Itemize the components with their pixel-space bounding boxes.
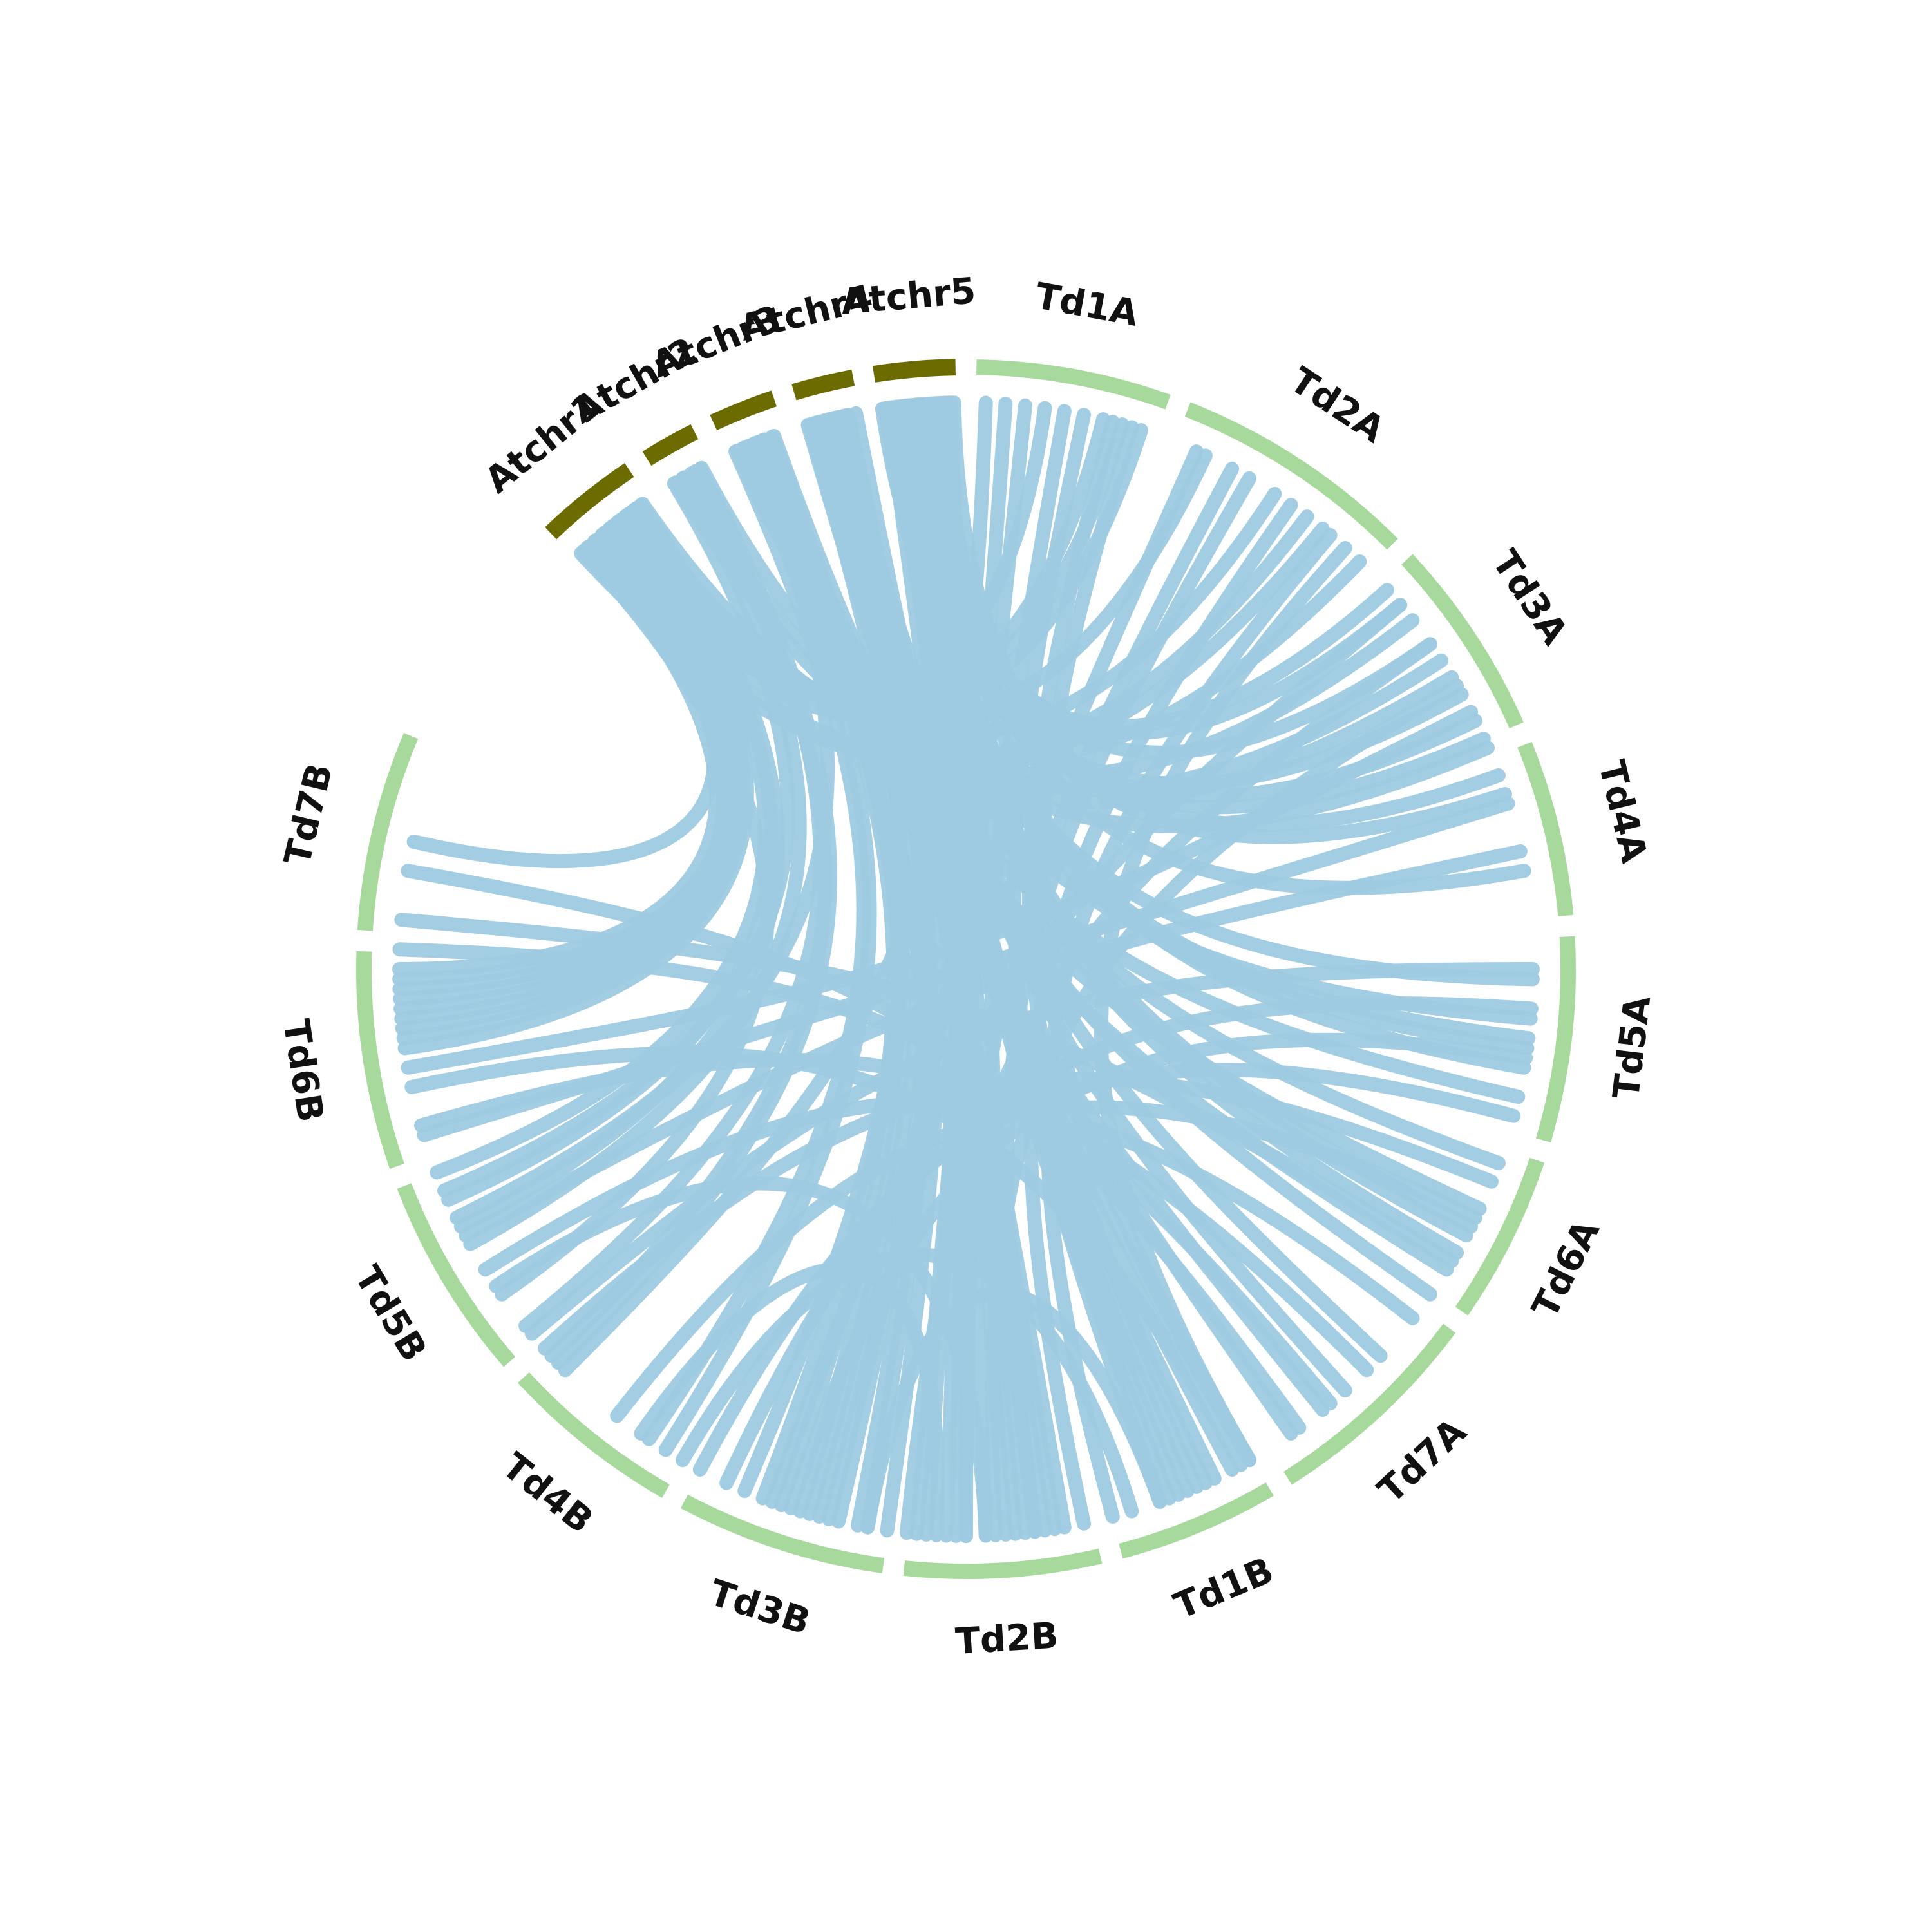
link-ribbon	[524, 962, 1540, 1341]
segment-td5b	[397, 1183, 516, 1367]
link-ribbons	[392, 395, 1540, 1543]
label-td4a: Td4A	[1590, 757, 1655, 867]
label-td7b: Td7B	[277, 759, 341, 869]
segment-td6b	[356, 951, 404, 1169]
segment-td3a	[1401, 554, 1524, 729]
segment-td6a	[1455, 1157, 1545, 1316]
segment-td1a	[976, 359, 1171, 410]
label-td4b: Td4B	[494, 1445, 601, 1542]
segment-td2a	[1184, 402, 1398, 550]
label-td2b: Td2B	[954, 1615, 1060, 1663]
segment-atchr2	[642, 424, 699, 466]
segment-td4b	[518, 1372, 670, 1498]
segment-td4a	[1517, 741, 1574, 916]
link-ribbon	[414, 1052, 1374, 1378]
link-ribbon	[401, 705, 1479, 1075]
label-td1b: Td1B	[1168, 1549, 1280, 1627]
link-ribbon	[985, 679, 1464, 1542]
link-ribbon	[1094, 541, 1352, 1468]
link-ribbon	[394, 913, 1459, 1269]
link-ribbon	[765, 598, 1408, 1509]
link-ribbon	[634, 1262, 945, 1542]
segment-atchr1	[545, 463, 634, 540]
chromosome-segments	[356, 359, 1576, 1579]
link-ribbon	[401, 864, 1307, 1435]
link-ribbon	[489, 1176, 993, 1543]
segment-td3b	[680, 1494, 885, 1573]
segment-td1b	[1119, 1482, 1274, 1559]
link-ribbon	[610, 1100, 1482, 1423]
label-td5b: Td5B	[346, 1259, 435, 1369]
label-atchr5: Atchr5	[839, 270, 978, 323]
label-td6b: Td6B	[274, 1017, 331, 1125]
segment-td5a	[1535, 936, 1576, 1143]
label-td7a: Td7A	[1370, 1410, 1474, 1511]
link-ribbon	[392, 942, 1338, 1411]
link-ribbon	[676, 1247, 1139, 1519]
segment-td2b	[903, 1548, 1103, 1579]
segment-td7b	[357, 733, 419, 931]
label-td1a: Td1A	[1032, 275, 1142, 335]
segment-atchr3	[710, 390, 777, 431]
label-td2a: Td2A	[1282, 359, 1392, 451]
label-td5a: Td5A	[1605, 993, 1659, 1101]
label-td3b: Td3B	[705, 1572, 815, 1643]
link-ribbon	[999, 471, 1256, 1539]
link-ribbon	[404, 1046, 1248, 1472]
link-ribbon	[822, 444, 1204, 1526]
segment-atchr5	[873, 359, 956, 383]
link-ribbon	[478, 1094, 1420, 1325]
label-td3a: Td3A	[1484, 543, 1576, 652]
link-ribbon	[459, 844, 1528, 1243]
segment-atchr4	[791, 369, 855, 401]
label-td6a: Td6A	[1524, 1213, 1608, 1325]
segment-td7a	[1283, 1323, 1456, 1485]
link-ribbon	[860, 1285, 1167, 1535]
